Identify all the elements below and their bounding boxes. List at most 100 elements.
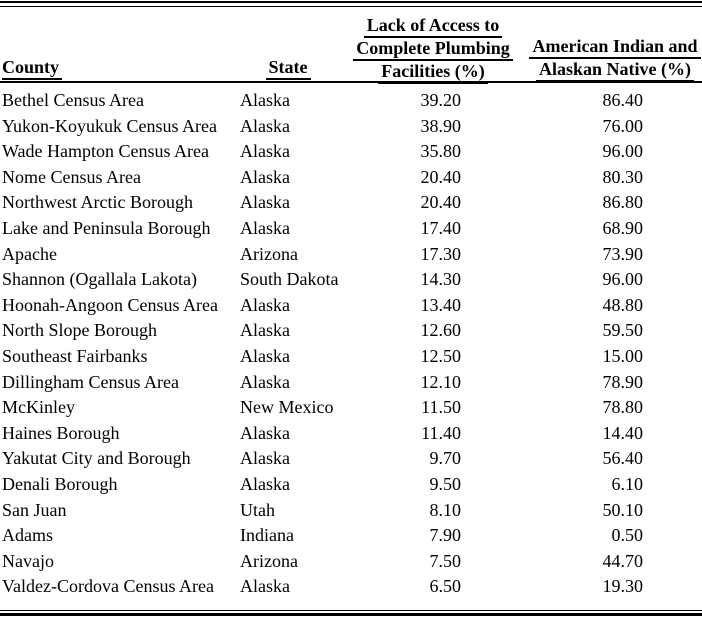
cell-aian-percent: 59.50 [602, 320, 644, 341]
cell-aian-percent: 6.10 [611, 473, 644, 494]
cell-plumbing-percent: 13.40 [420, 294, 462, 315]
cell-county: Yakutat City and Borough [2, 448, 191, 469]
cell-aian-percent: 96.00 [602, 141, 644, 162]
cell-plumbing-percent: 14.30 [420, 269, 462, 290]
cell-state: Alaska [240, 141, 290, 162]
cell-plumbing-percent: 6.50 [429, 576, 462, 597]
table-row: McKinley New Mexico 11.50 78.80 [0, 395, 702, 421]
cell-aian-percent: 44.70 [602, 550, 644, 571]
cell-county: Northwest Arctic Borough [2, 192, 193, 213]
cell-state: Alaska [240, 422, 290, 443]
cell-state: Alaska [240, 576, 290, 597]
cell-aian-percent: 86.80 [602, 192, 644, 213]
cell-aian-percent: 15.00 [602, 345, 644, 366]
column-header-county: County [2, 57, 63, 80]
column-header-aian-line2: Alaskan Native (%) [536, 59, 694, 82]
cell-state: Alaska [240, 345, 290, 366]
cell-plumbing-percent: 38.90 [420, 115, 462, 136]
table-row: Yakutat City and Borough Alaska 9.70 56.… [0, 446, 702, 472]
cell-state: Utah [240, 499, 275, 520]
cell-state: Alaska [240, 294, 290, 315]
table-row: Southeast Fairbanks Alaska 12.50 15.00 [0, 344, 702, 370]
table-row: Bethel Census Area Alaska 39.20 86.40 [0, 88, 702, 114]
cell-plumbing-percent: 11.50 [421, 397, 461, 418]
cell-county: McKinley [2, 397, 75, 418]
cell-plumbing-percent: 20.40 [420, 166, 462, 187]
column-header-plumbing-line2: Complete Plumbing [353, 38, 513, 61]
top-rule-thin [0, 6, 702, 7]
cell-aian-percent: 68.90 [602, 217, 644, 238]
cell-plumbing-percent: 11.40 [421, 422, 461, 443]
cell-aian-percent: 78.90 [602, 371, 644, 392]
table-row: Apache Arizona 17.30 73.90 [0, 242, 702, 268]
top-rule-thick [0, 1, 702, 3]
column-header-aian-line1: American Indian and [529, 36, 701, 59]
cell-plumbing-percent: 9.50 [429, 473, 462, 494]
bottom-rule-thin [0, 610, 702, 611]
cell-county: Southeast Fairbanks [2, 345, 148, 366]
table-row: Valdez-Cordova Census Area Alaska 6.50 1… [0, 574, 702, 600]
cell-county: Bethel Census Area [2, 90, 144, 110]
table-row: Lake and Peninsula Borough Alaska 17.40 … [0, 216, 702, 242]
header-divider-rule [0, 81, 702, 83]
cell-state: Alaska [240, 192, 290, 213]
table-row: Nome Census Area Alaska 20.40 80.30 [0, 165, 702, 191]
cell-plumbing-percent: 12.60 [420, 320, 462, 341]
cell-aian-percent: 86.40 [602, 90, 644, 110]
table-row: Yukon-Koyukuk Census Area Alaska 38.90 7… [0, 114, 702, 140]
cell-state: Alaska [240, 473, 290, 494]
table-row: Shannon (Ogallala Lakota) South Dakota 1… [0, 267, 702, 293]
table-row: Adams Indiana 7.90 0.50 [0, 523, 702, 549]
cell-county: Denali Borough [2, 473, 118, 494]
cell-state: Alaska [240, 320, 290, 341]
cell-aian-percent: 96.00 [602, 269, 644, 290]
cell-plumbing-percent: 35.80 [420, 141, 462, 162]
cell-aian-percent: 19.30 [602, 576, 644, 597]
cell-aian-percent: 48.80 [602, 294, 644, 315]
cell-county: Hoonah-Angoon Census Area [2, 294, 218, 315]
cell-state: Alaska [240, 115, 290, 136]
column-header-plumbing-line1: Lack of Access to [363, 15, 503, 38]
cell-state: New Mexico [240, 397, 334, 418]
column-header-county-label: County [2, 57, 63, 80]
cell-county: Shannon (Ogallala Lakota) [2, 269, 197, 290]
cell-county: Wade Hampton Census Area [2, 141, 209, 162]
cell-county: Valdez-Cordova Census Area [2, 576, 214, 597]
cell-state: Alaska [240, 448, 290, 469]
cell-plumbing-percent: 17.30 [420, 243, 462, 264]
table-row: Wade Hampton Census Area Alaska 35.80 96… [0, 139, 702, 165]
cell-state: Alaska [240, 166, 290, 187]
column-header-plumbing-line3: Facilities (%) [378, 61, 488, 84]
table-row: Hoonah-Angoon Census Area Alaska 13.40 4… [0, 293, 702, 319]
cell-plumbing-percent: 39.20 [420, 90, 462, 110]
column-header-state-label: State [265, 57, 311, 80]
cell-state: Alaska [240, 90, 290, 110]
cell-aian-percent: 14.40 [602, 422, 644, 443]
cell-state: Alaska [240, 217, 290, 238]
cell-state: Arizona [240, 243, 298, 264]
cell-plumbing-percent: 20.40 [420, 192, 462, 213]
cell-county: Dillingham Census Area [2, 371, 179, 392]
cell-county: Yukon-Koyukuk Census Area [2, 115, 217, 136]
cell-aian-percent: 0.50 [611, 525, 644, 546]
cell-state: South Dakota [240, 269, 339, 290]
cell-aian-percent: 50.10 [602, 499, 644, 520]
cell-plumbing-percent: 7.90 [429, 525, 462, 546]
column-header-aian: American Indian and Alaskan Native (%) [528, 36, 702, 82]
table-row: Haines Borough Alaska 11.40 14.40 [0, 421, 702, 447]
cell-plumbing-percent: 7.50 [429, 550, 462, 571]
table-row: Dillingham Census Area Alaska 12.10 78.9… [0, 370, 702, 396]
table-row: San Juan Utah 8.10 50.10 [0, 498, 702, 524]
table-row: Denali Borough Alaska 9.50 6.10 [0, 472, 702, 498]
cell-plumbing-percent: 12.10 [420, 371, 462, 392]
cell-plumbing-percent: 12.50 [420, 345, 462, 366]
cell-county: Nome Census Area [2, 166, 141, 187]
table-row: Navajo Arizona 7.50 44.70 [0, 549, 702, 575]
cell-county: North Slope Borough [2, 320, 157, 341]
cell-state: Indiana [240, 525, 294, 546]
cell-plumbing-percent: 17.40 [420, 217, 462, 238]
table-row: North Slope Borough Alaska 12.60 59.50 [0, 318, 702, 344]
cell-county: Apache [2, 243, 57, 264]
cell-plumbing-percent: 8.10 [429, 499, 462, 520]
